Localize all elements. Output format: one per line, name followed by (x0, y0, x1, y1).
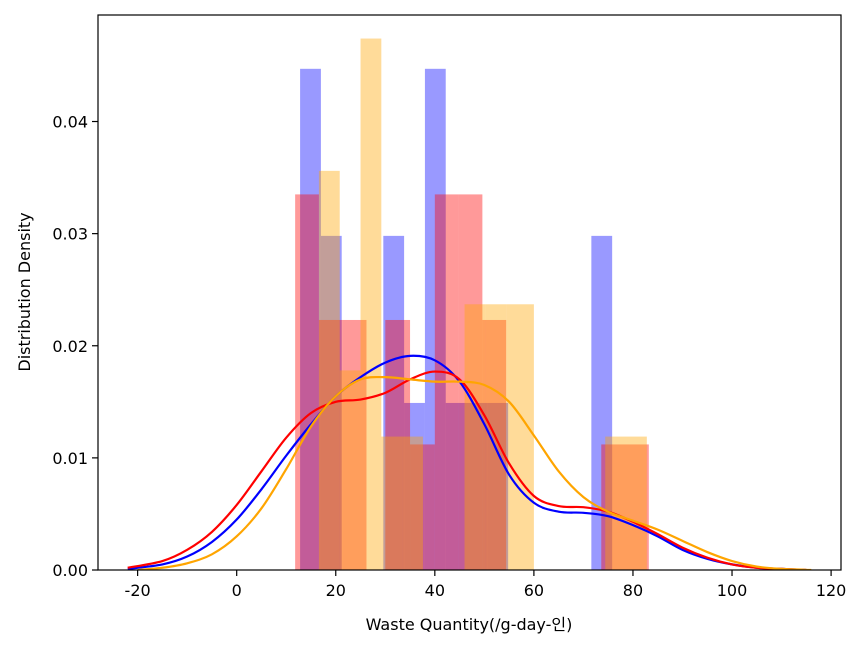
hist-bar-series-1-bin-4 (410, 444, 435, 570)
y-tick-label-0: 0.00 (52, 561, 88, 580)
hist-bar-series-1-bin-9 (625, 444, 649, 570)
x-tick-label-5: 80 (623, 581, 643, 600)
hist-bar-series-0-bin-8 (591, 235, 613, 570)
hist-bar-series-1-bin-0 (295, 194, 319, 570)
x-tick-label-6: 100 (717, 581, 748, 600)
y-tick-label-2: 0.02 (52, 337, 88, 356)
y-axis-ticks: 0.00 0.01 0.02 0.03 0.04 (52, 113, 98, 580)
hist-bar-series-2-bin-3 (381, 436, 403, 570)
x-tick-label-7: 120 (816, 581, 847, 600)
kde-line-series-2 (137, 375, 812, 570)
hist-bar-series-2-bin-0 (318, 170, 340, 570)
hist-bar-series-0-bin-3 (404, 402, 425, 570)
x-tick-label-4: 60 (524, 581, 544, 600)
kde-line-series-0 (127, 354, 807, 570)
hist-bar-series-2-bin-4 (402, 436, 423, 570)
kde-line-series-1 (127, 370, 807, 570)
hist-bar-series-2-bin-1 (339, 370, 361, 570)
y-axis-label: Distribution Density (15, 212, 34, 371)
histogram-bars (295, 38, 649, 570)
hist-bar-series-2-bin-9 (626, 436, 647, 570)
hist-bar-series-2-bin-8 (605, 436, 627, 570)
plot-frame (97, 14, 842, 571)
kde-curves (127, 354, 812, 570)
hist-bar-series-0-bin-4 (424, 68, 446, 570)
x-tick-label-3: 40 (425, 581, 445, 600)
hist-bar-series-1-bin-8 (601, 444, 626, 570)
hist-bar-series-0-bin-0 (300, 68, 321, 570)
hist-bar-series-0-bin-2 (383, 235, 405, 570)
x-tick-label-1: 0 (232, 581, 242, 600)
x-tick-label-0: -20 (125, 581, 151, 600)
x-tick-label-2: 20 (326, 581, 346, 600)
hist-bar-series-1-bin-2 (342, 319, 367, 570)
hist-bar-series-1-bin-1 (318, 319, 343, 570)
hist-bar-series-2-bin-5 (464, 304, 486, 570)
y-tick-label-3: 0.03 (52, 225, 88, 244)
hist-bar-series-0-bin-6 (466, 402, 488, 570)
hist-bar-series-2-bin-2 (360, 38, 382, 570)
hist-bar-series-0-bin-7 (487, 402, 509, 570)
x-axis-ticks: -20 0 20 40 60 80 100 120 (125, 570, 847, 600)
y-tick-label-1: 0.01 (52, 449, 88, 468)
hist-bar-series-0-bin-5 (445, 402, 467, 570)
x-axis-label: Waste Quantity(/g-day-인) (366, 615, 573, 634)
y-tick-label-4: 0.04 (52, 113, 88, 132)
hist-bar-series-2-bin-7 (506, 304, 534, 570)
